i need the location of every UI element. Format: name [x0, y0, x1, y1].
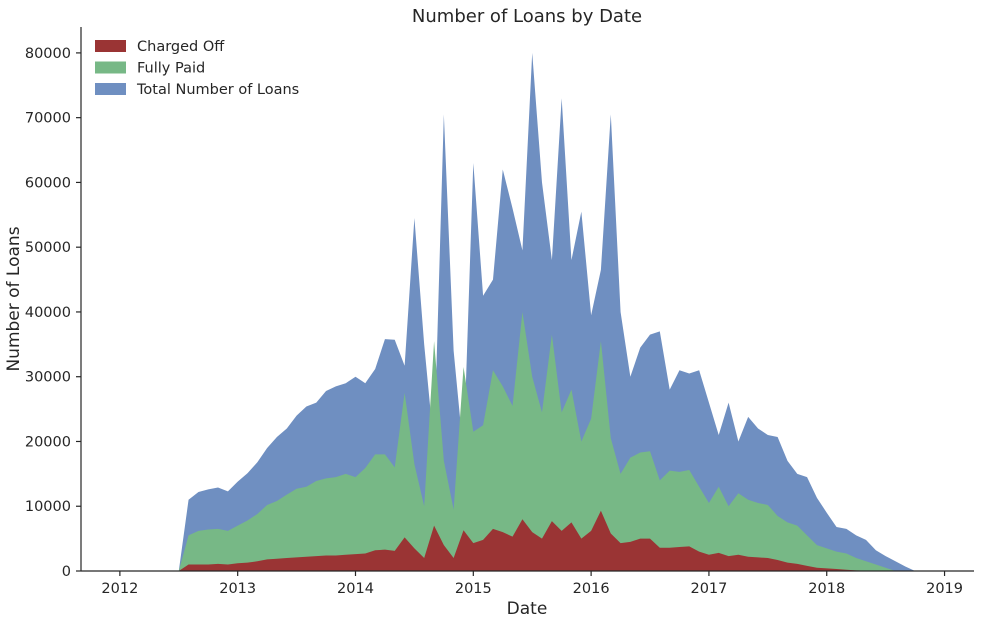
area-series-2 [178, 52, 916, 571]
x-axis-ticks: 2012 2013 2014 2015 2016 2017 2018 2019 [101, 571, 963, 597]
y-axis-ticks: 0 10000 20000 30000 40000 50000 60000 70000 8000… [25, 46, 81, 580]
x-tick-label: 2017 [690, 581, 727, 597]
legend-label: Total Number of Loans [136, 82, 299, 98]
y-tick-label: 70000 [25, 111, 71, 127]
legend-swatch [95, 40, 126, 52]
x-tick-label: 2012 [101, 581, 138, 597]
y-tick-label: 30000 [25, 370, 71, 386]
legend: Charged Off Fully Paid Total Number of Loa… [95, 39, 299, 98]
y-tick-label: 0 [62, 564, 71, 580]
x-tick-label: 2018 [808, 581, 845, 597]
x-tick-label: 2014 [337, 581, 374, 597]
area-series-0 [178, 510, 916, 571]
y-tick-label: 60000 [25, 175, 71, 191]
x-tick-label: 2016 [573, 581, 610, 597]
area-series-group [178, 52, 916, 571]
x-tick-label: 2019 [926, 581, 963, 597]
x-axis-label: Date [507, 599, 548, 619]
y-axis-label: Number of Loans [4, 226, 24, 371]
x-tick-label: 2015 [455, 581, 492, 597]
y-tick-label: 10000 [25, 499, 71, 515]
y-tick-label: 20000 [25, 434, 71, 450]
legend-swatch [95, 61, 126, 74]
chart-title: Number of Loans by Date [412, 6, 642, 27]
x-tick-label: 2013 [219, 581, 256, 597]
area-series-1 [178, 311, 916, 571]
y-tick-label: 50000 [25, 240, 71, 256]
legend-label: Fully Paid [137, 61, 205, 77]
legend-swatch [95, 83, 126, 95]
y-tick-label: 40000 [25, 305, 71, 321]
legend-label: Charged Off [137, 39, 225, 55]
y-tick-label: 80000 [25, 46, 71, 62]
